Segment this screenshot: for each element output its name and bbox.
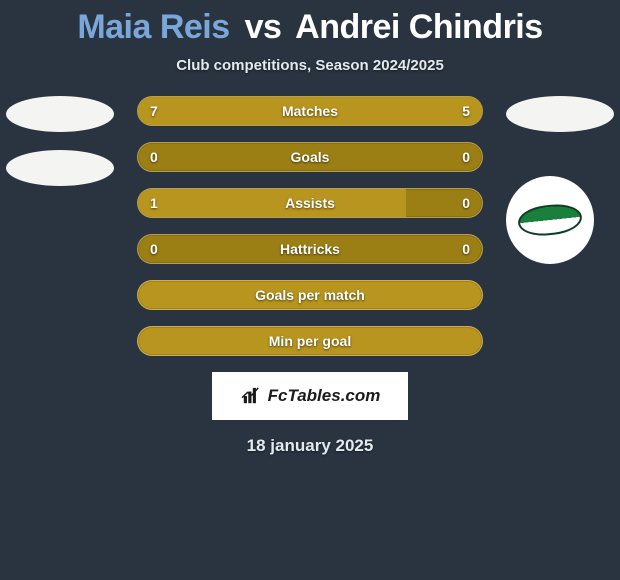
stat-row: Goals per match bbox=[137, 280, 483, 310]
stat-value-left: 0 bbox=[150, 143, 158, 171]
player2-name: Andrei Chindris bbox=[295, 8, 543, 46]
stat-value-right: 0 bbox=[462, 235, 470, 263]
stat-label: Goals bbox=[138, 143, 482, 171]
stat-value-right: 5 bbox=[462, 97, 470, 125]
stat-label: Goals per match bbox=[138, 281, 482, 309]
stat-value-left: 1 bbox=[150, 189, 158, 217]
player2-club-badge bbox=[506, 176, 594, 264]
stat-label: Hattricks bbox=[138, 235, 482, 263]
comparison-stage: 75Matches00Goals10Assists00HattricksGoal… bbox=[0, 96, 620, 356]
player1-avatars bbox=[6, 96, 114, 204]
comparison-title: Maia Reis vs Andrei Chindris bbox=[0, 0, 620, 47]
stat-value-right: 0 bbox=[462, 143, 470, 171]
stat-value-left: 7 bbox=[150, 97, 158, 125]
stat-row: 75Matches bbox=[137, 96, 483, 126]
stat-row: 0 0Hattricks bbox=[137, 234, 483, 264]
player2-avatars bbox=[506, 96, 614, 264]
stat-row: Min per goal bbox=[137, 326, 483, 356]
stat-row: 10Assists bbox=[137, 188, 483, 218]
player1-name: Maia Reis bbox=[77, 8, 229, 46]
player2-face-placeholder bbox=[506, 96, 614, 132]
player1-club-placeholder bbox=[6, 150, 114, 186]
stat-row: 0 0Goals bbox=[137, 142, 483, 172]
vs-separator: vs bbox=[245, 8, 282, 46]
bar-chart-icon bbox=[240, 387, 262, 405]
stat-fill-right bbox=[338, 97, 482, 125]
stat-fill-left bbox=[138, 189, 406, 217]
player1-face-placeholder bbox=[6, 96, 114, 132]
season-subtitle: Club competitions, Season 2024/2025 bbox=[0, 57, 620, 74]
club-flag-icon bbox=[517, 202, 584, 239]
stat-fill-left bbox=[138, 97, 338, 125]
stat-value-right: 0 bbox=[462, 189, 470, 217]
snapshot-date: 18 january 2025 bbox=[0, 436, 620, 456]
stat-label: Min per goal bbox=[138, 327, 482, 355]
stat-bars: 75Matches00Goals10Assists00HattricksGoal… bbox=[137, 96, 483, 356]
branding-box: FcTables.com bbox=[212, 372, 408, 420]
branding-text: FcTables.com bbox=[268, 386, 381, 406]
stat-value-left: 0 bbox=[150, 235, 158, 263]
